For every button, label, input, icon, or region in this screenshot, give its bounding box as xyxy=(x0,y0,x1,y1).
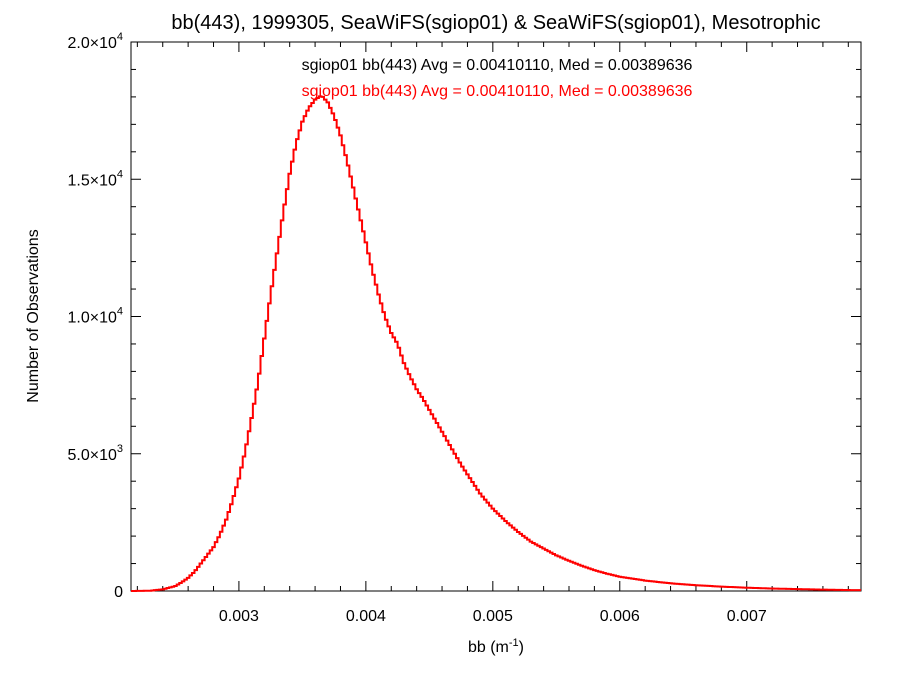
x-tick-label: 0.004 xyxy=(346,608,386,625)
y-tick-mantissa: 5.0×10 xyxy=(67,447,116,464)
y-tick-mantissa: 1.5×10 xyxy=(67,172,116,189)
y-tick-label: 5.0×103 xyxy=(67,443,123,464)
y-tick-label: 1.5×104 xyxy=(67,168,123,189)
x-tick-label: 0.006 xyxy=(600,608,640,625)
annotation-stats-black: sgiop01 bb(443) Avg = 0.00410110, Med = … xyxy=(302,57,693,74)
y-tick-exponent: 4 xyxy=(117,306,123,318)
x-axis-ticks: 0.003 0.004 0.005 0.006 0.007 xyxy=(136,42,849,625)
y-tick-mantissa: 1.0×10 xyxy=(67,310,116,327)
x-tick-label: 0.003 xyxy=(219,608,259,625)
x-tick-label: 0.005 xyxy=(473,608,513,625)
x-axis-label-text: bb (m xyxy=(468,639,509,656)
x-tick-label: 0.007 xyxy=(727,608,767,625)
x-axis-label-close: ) xyxy=(519,639,524,656)
x-axis-label: bb (m-1) xyxy=(468,637,524,656)
y-tick-exponent: 4 xyxy=(117,168,123,180)
chart-title: bb(443), 1999305, SeaWiFS(sgiop01) & Sea… xyxy=(171,12,820,34)
y-axis-label: Number of Observations xyxy=(25,229,42,402)
x-axis-label-exponent: -1 xyxy=(509,637,519,649)
y-tick-label: 0 xyxy=(114,584,123,601)
y-tick-mantissa: 0 xyxy=(114,584,123,601)
y-tick-exponent: 3 xyxy=(117,443,123,455)
y-tick-label: 2.0×104 xyxy=(67,31,123,52)
y-tick-exponent: 4 xyxy=(117,31,123,43)
y-tick-mantissa: 2.0×10 xyxy=(67,35,116,52)
y-tick-label: 1.0×104 xyxy=(67,306,123,327)
annotation-stats-red: sgiop01 bb(443) Avg = 0.00410110, Med = … xyxy=(302,83,693,100)
histogram-series-line xyxy=(131,95,861,592)
plot-area: 0.003 0.004 0.005 0.006 0.007 0 5.0×103 1.0×10… xyxy=(67,31,862,625)
plot-frame xyxy=(130,41,862,592)
